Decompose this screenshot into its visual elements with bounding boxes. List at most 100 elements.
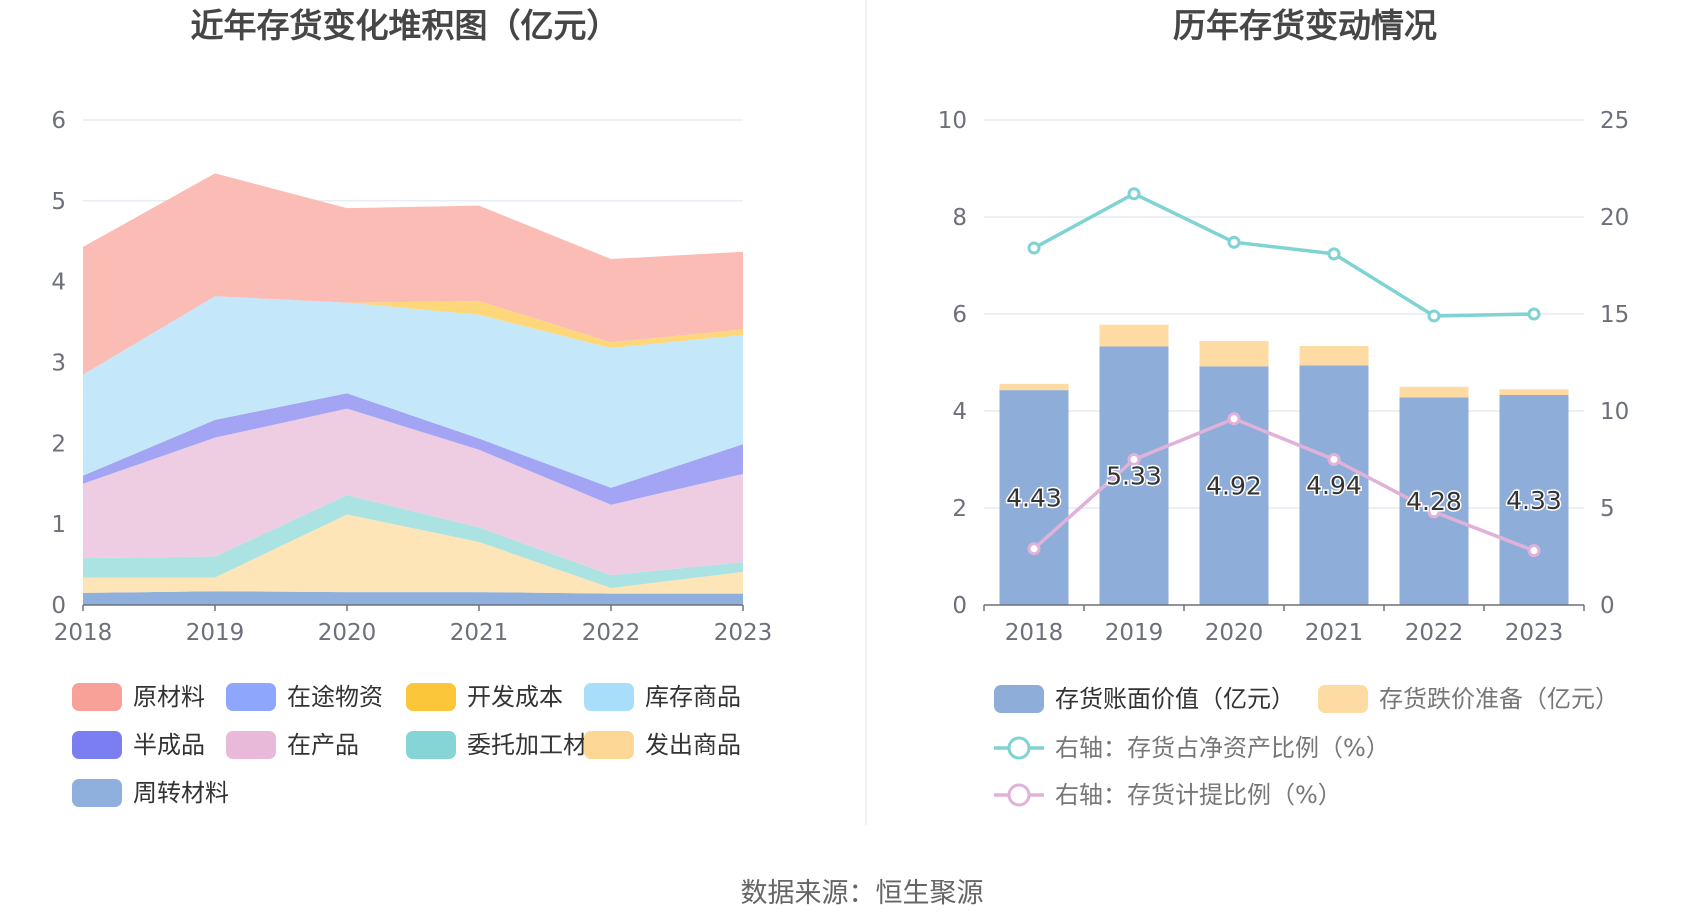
legend-label-开发成本: 开发成本 [467, 683, 563, 711]
bar-存货跌价准备（亿元）-2023 [1499, 389, 1569, 395]
legend-swatch-原材料 [72, 683, 122, 711]
legend-swatch-存货跌价准备（亿元） [1318, 685, 1368, 713]
legend-label-右轴：存货计提比例（%）: 右轴：存货计提比例（%） [1055, 781, 1342, 809]
left-y-tick-label: 1 [51, 512, 66, 538]
legend-swatch-周转材料 [72, 779, 122, 807]
right-bars [999, 324, 1569, 605]
left-x-tick-label: 2018 [54, 620, 113, 646]
left-chart-title: 近年存货变化堆积图（亿元） [191, 6, 620, 45]
legend-label-周转材料: 周转材料 [133, 779, 229, 807]
left-y-tick-label: 4 [51, 270, 66, 296]
right-y-right-tick-label: 20 [1600, 205, 1629, 231]
area-委托加工材料 [83, 495, 743, 589]
data-source: 数据来源：恒生聚源 [741, 878, 984, 909]
bar-存货跌价准备（亿元）-2021 [1299, 346, 1369, 366]
line-point-右轴：存货计提比例（%）-2018 [1027, 542, 1041, 556]
right-y-left-tick-label: 2 [952, 496, 967, 522]
line-point-右轴：存货占净资产比例（%）-2022 [1427, 309, 1441, 323]
right-y-right-tick-label: 5 [1600, 496, 1615, 522]
right-x-tick-label: 2023 [1505, 620, 1564, 646]
legend-swatch-开发成本 [406, 683, 456, 711]
legend-swatch-半成品 [72, 731, 122, 759]
legend-label-在产品: 在产品 [287, 731, 359, 759]
legend-swatch-存货账面价值（亿元） [994, 685, 1044, 713]
line-point-右轴：存货计提比例（%）-2020 [1227, 412, 1241, 426]
legend-label-在途物资: 在途物资 [287, 683, 383, 711]
bar-存货跌价准备（亿元）-2022 [1399, 386, 1469, 398]
right-y-right-tick-label: 10 [1600, 399, 1629, 425]
legend-label-库存商品: 库存商品 [645, 683, 741, 711]
left-x-tick-label: 2023 [714, 620, 773, 646]
bar-存货跌价准备（亿元）-2019 [1099, 324, 1169, 347]
area-周转材料 [83, 591, 743, 605]
area-发出商品 [83, 514, 743, 594]
bar-存货账面价值（亿元）-2021 [1299, 365, 1369, 605]
right-x-tick-label: 2021 [1305, 620, 1364, 646]
line-point-右轴：存货占净资产比例（%）-2020 [1227, 235, 1241, 249]
legend-label-右轴：存货占净资产比例（%）: 右轴：存货占净资产比例（%） [1055, 734, 1390, 762]
right-axes: 0 2 4 6 8 10 0 5 10 15 20 25 2018 2019 2020 2021 2022 202… [938, 108, 1630, 646]
legend-label-原材料: 原材料 [133, 683, 205, 711]
legend-swatch-委托加工材料 [406, 731, 456, 759]
legend-swatch-在途物资 [226, 683, 276, 711]
left-y-tick-label: 6 [51, 108, 66, 134]
right-y-left-tick-label: 4 [952, 399, 967, 425]
line-右轴：存货占净资产比例（%） [1033, 191, 1535, 318]
bar-存货账面价值（亿元）-2018 [999, 390, 1069, 605]
left-y-tick-label: 2 [51, 431, 66, 457]
legend-label-半成品: 半成品 [133, 731, 205, 759]
right-y-right-tick-label: 15 [1600, 302, 1629, 328]
legend-marker-右轴：存货计提比例（%） [1007, 783, 1031, 807]
line-point-右轴：存货占净资产比例（%）-2021 [1327, 247, 1341, 261]
right-x-tick-label: 2019 [1105, 620, 1164, 646]
legend-marker-右轴：存货占净资产比例（%） [1007, 736, 1031, 760]
bar-value-label: 5.33 [1106, 462, 1162, 491]
left-x-tick-label: 2021 [450, 620, 509, 646]
legend-swatch-在产品 [226, 731, 276, 759]
line-右轴：存货计提比例（%） [1032, 416, 1535, 553]
legend-swatch-库存商品 [584, 683, 634, 711]
bar-存货跌价准备（亿元）-2020 [1199, 341, 1269, 367]
area-半成品 [83, 393, 743, 505]
bar-value-label: 4.94 [1306, 471, 1362, 500]
right-chart-title: 历年存货变动情况 [1173, 6, 1437, 45]
right-y-right-tick-label: 0 [1600, 593, 1615, 619]
left-x-tick-label: 2020 [318, 620, 377, 646]
left-x-tick-label: 2022 [582, 620, 641, 646]
left-y-tick-label: 5 [51, 189, 66, 215]
bar-value-label: 4.92 [1206, 472, 1262, 501]
left-x-tick-label: 2019 [186, 620, 245, 646]
bar-存货账面价值（亿元）-2023 [1499, 394, 1569, 605]
bar-存货账面价值（亿元）-2019 [1099, 346, 1169, 605]
bar-value-label: 4.43 [1006, 484, 1062, 513]
area-原材料 [83, 173, 743, 375]
right-y-left-tick-label: 0 [952, 593, 967, 619]
right-x-tick-label: 2022 [1405, 620, 1464, 646]
line-point-右轴：存货占净资产比例（%）-2018 [1027, 241, 1041, 255]
left-stacked-areas [83, 173, 743, 605]
legend-label-存货账面价值（亿元）: 存货账面价值（亿元） [1055, 685, 1295, 713]
left-axes: 0 1 2 3 4 5 6 2018 2019 2020 2021 2022 2023 [51, 108, 772, 646]
bar-value-label: 4.33 [1506, 486, 1562, 515]
legend-label-发出商品: 发出商品 [645, 731, 741, 759]
right-legend: 存货账面价值（亿元） 存货跌价准备（亿元） 右轴：存货占净资产比例（%） 右轴：存货计… [994, 685, 1619, 809]
area-库存商品 [83, 296, 743, 488]
line-point-右轴：存货计提比例（%）-2019 [1127, 453, 1141, 466]
right-x-tick-label: 2020 [1205, 620, 1264, 646]
line-point-右轴：存货计提比例（%）-2022 [1427, 505, 1441, 519]
line-point-右轴：存货占净资产比例（%）-2023 [1527, 307, 1541, 321]
bar-存货账面价值（亿元）-2020 [1199, 366, 1269, 605]
right-y-right-tick-label: 25 [1600, 108, 1629, 134]
left-y-tick-label: 3 [51, 351, 66, 377]
legend-label-存货跌价准备（亿元）: 存货跌价准备（亿元） [1379, 685, 1619, 713]
area-在产品 [83, 408, 743, 576]
bar-存货跌价准备（亿元）-2018 [999, 383, 1069, 391]
right-y-left-tick-label: 6 [952, 302, 967, 328]
left-y-tick-label: 0 [51, 593, 66, 619]
legend-swatch-发出商品 [584, 731, 634, 759]
line-point-右轴：存货计提比例（%）-2023 [1527, 544, 1541, 558]
right-bar-labels: 4.43 5.33 4.92 4.94 4.28 4.33 [1005, 460, 1564, 517]
line-point-右轴：存货计提比例（%）-2021 [1327, 453, 1341, 466]
